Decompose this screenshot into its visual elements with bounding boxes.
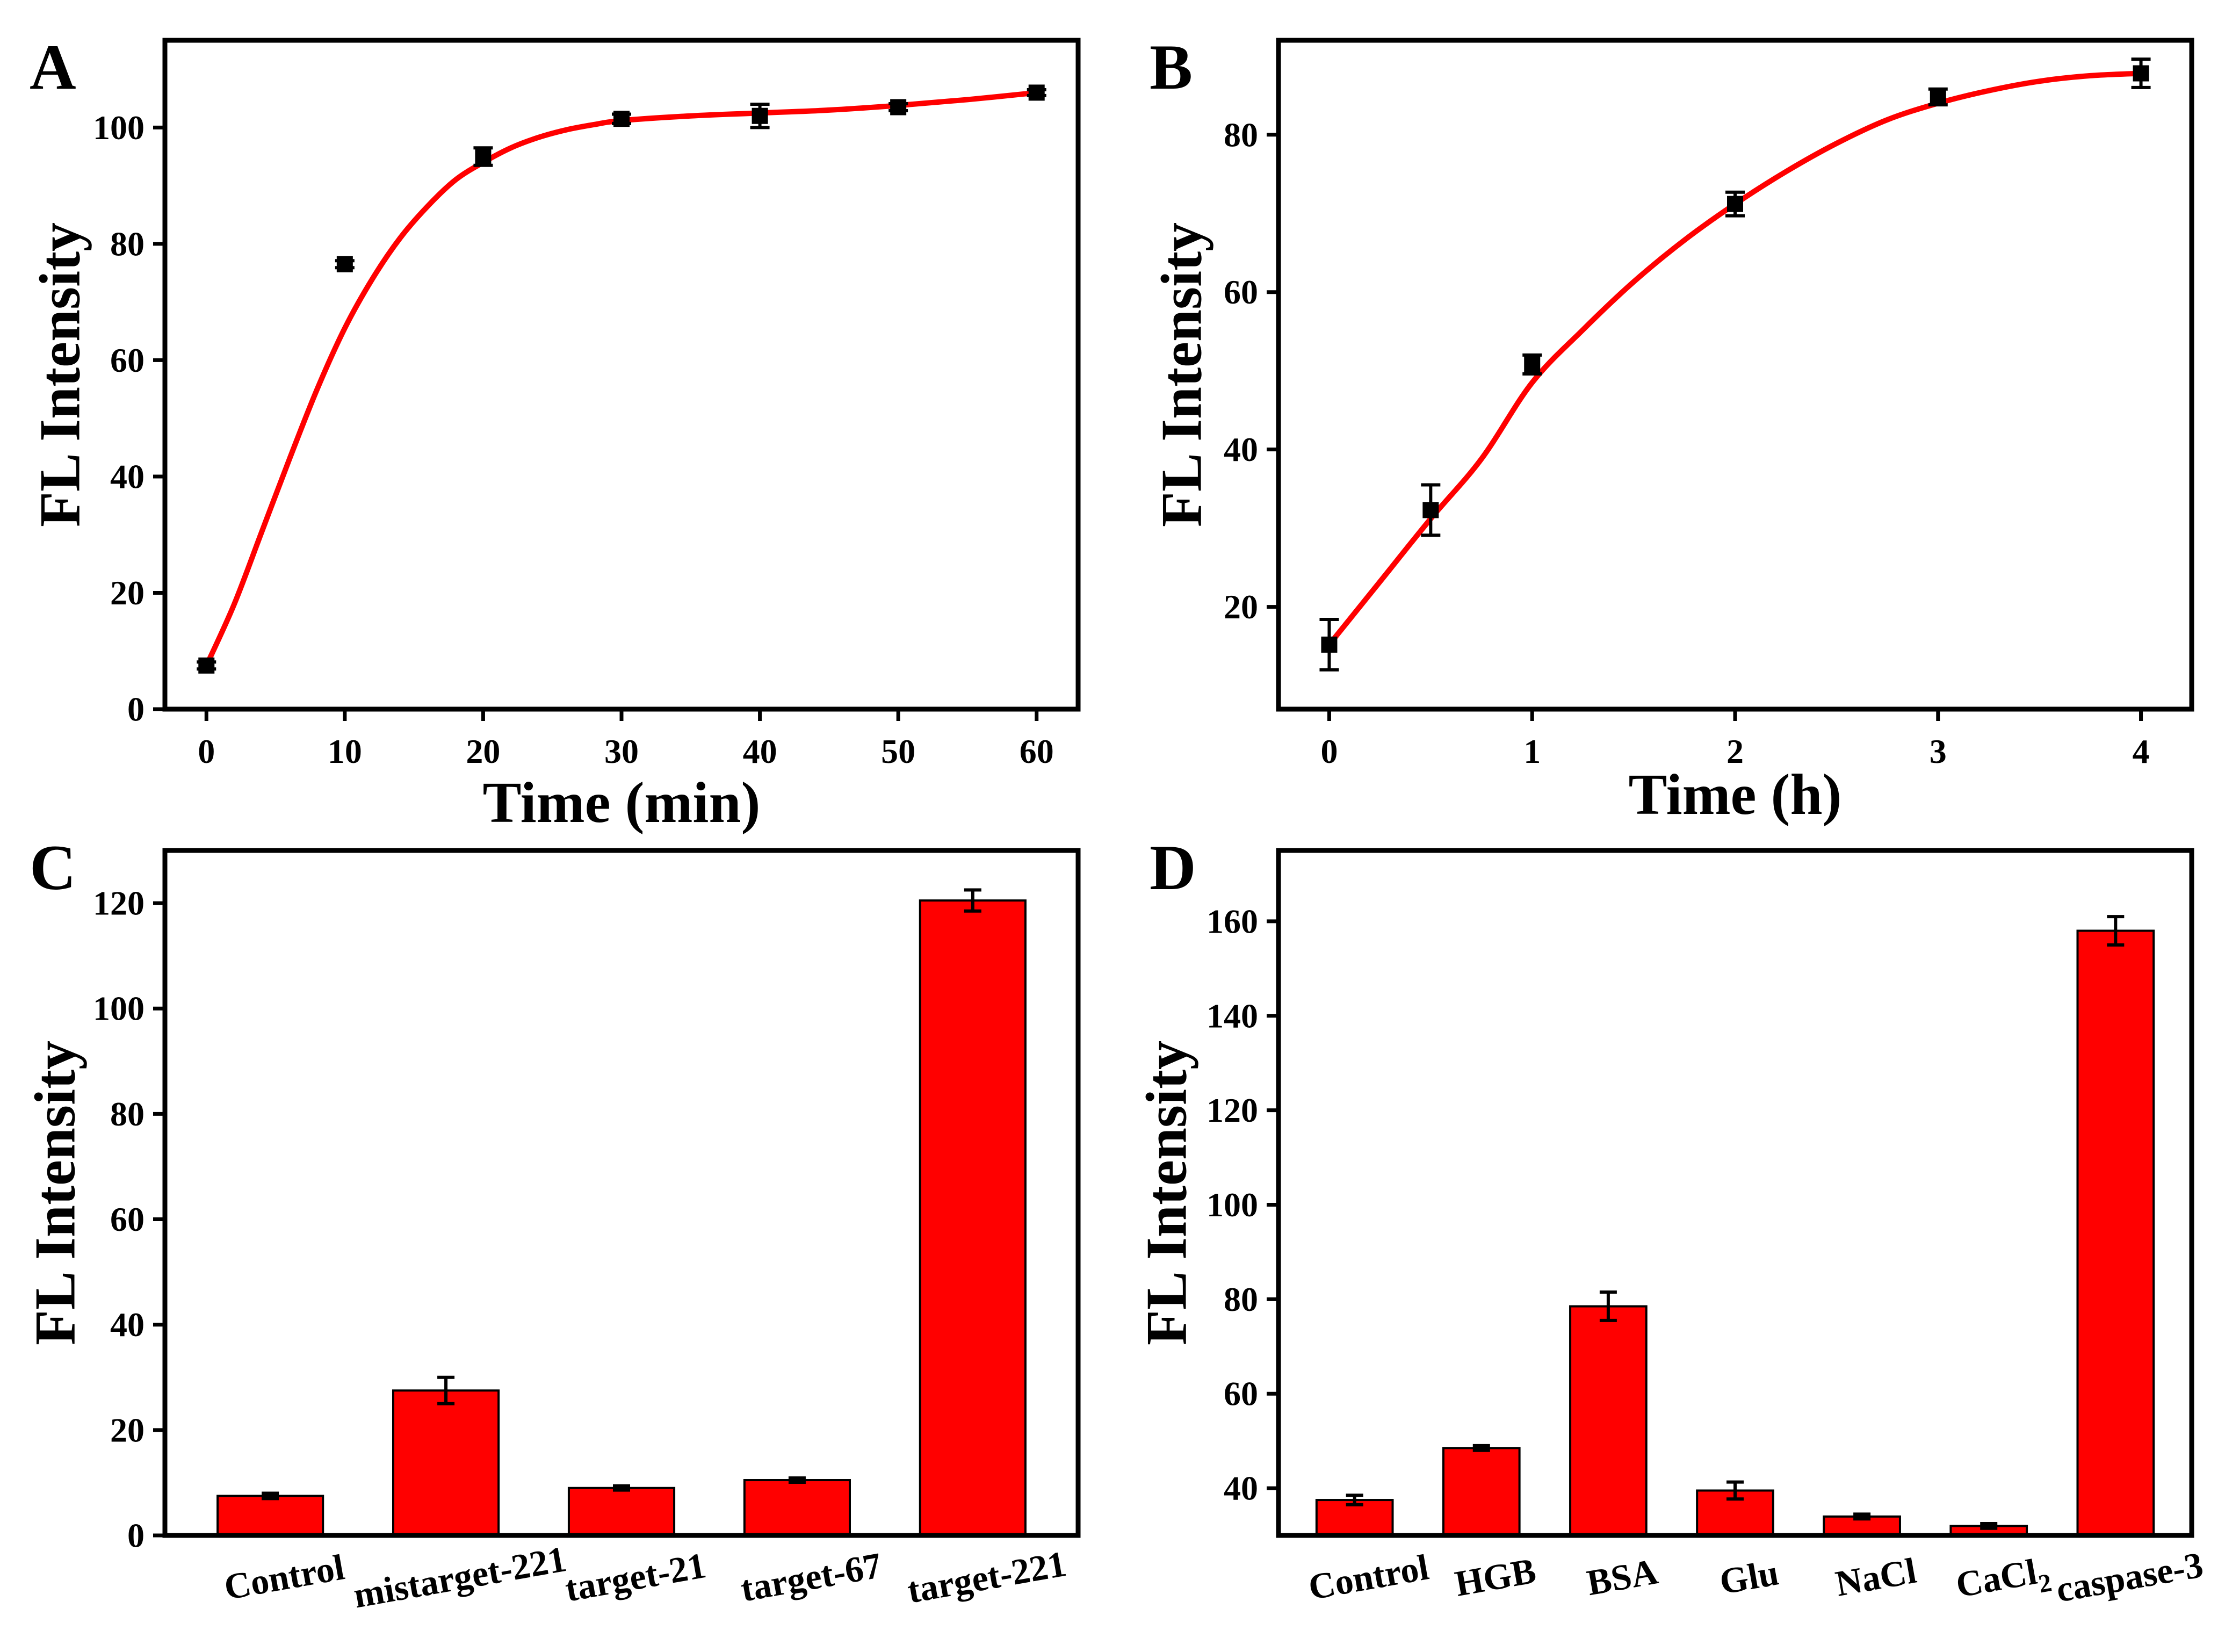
y-tick-label: 40 bbox=[110, 1305, 145, 1344]
bar bbox=[1315, 1499, 1394, 1537]
category-label: target-21 bbox=[562, 1545, 709, 1610]
category-label: caspase-3 bbox=[2053, 1544, 2206, 1610]
y-axis-label: FL Intensity bbox=[24, 1041, 88, 1345]
x-tick-label: 20 bbox=[466, 732, 500, 770]
data-point bbox=[1727, 196, 1743, 212]
data-point bbox=[198, 657, 215, 674]
data-point bbox=[1321, 636, 1338, 653]
y-tick-label: 20 bbox=[110, 574, 145, 612]
y-tick-label: 80 bbox=[1224, 1280, 1258, 1318]
x-tick-label: 3 bbox=[1930, 732, 1947, 770]
data-point bbox=[1028, 84, 1045, 101]
x-tick-label: 0 bbox=[198, 732, 215, 770]
y-tick-label: 160 bbox=[1207, 902, 1258, 940]
data-point bbox=[613, 111, 630, 127]
x-tick-label: 4 bbox=[2133, 732, 2150, 770]
fit-curve bbox=[204, 90, 1037, 667]
x-tick-label: 40 bbox=[743, 732, 777, 770]
bar bbox=[392, 1389, 500, 1537]
y-tick-label: 40 bbox=[1224, 1469, 1258, 1507]
plot-frame bbox=[1276, 848, 2194, 1538]
y-tick-label: 0 bbox=[127, 1517, 145, 1555]
category-label: CaCl2 bbox=[1953, 1549, 2054, 1613]
panel-b: 0 1 2 3 4 20 40 60 80 Time (h) FL Intensity B bbox=[1150, 31, 2194, 827]
bar bbox=[216, 1495, 324, 1537]
data-point bbox=[2133, 65, 2149, 82]
data-point bbox=[890, 99, 907, 116]
bar bbox=[567, 1487, 676, 1536]
y-tick-label: 40 bbox=[1224, 430, 1258, 468]
bar bbox=[2076, 929, 2155, 1536]
y-tick-label: 100 bbox=[93, 990, 145, 1028]
bar bbox=[1569, 1305, 1648, 1536]
bar bbox=[919, 899, 1027, 1536]
bar bbox=[743, 1479, 851, 1537]
category-label: target-221 bbox=[904, 1543, 1069, 1611]
y-tick-label: 60 bbox=[110, 1200, 145, 1238]
panel-letter: D bbox=[1150, 832, 1196, 903]
data-point bbox=[1930, 89, 1946, 105]
plot-frame bbox=[1276, 38, 2194, 712]
panel-letter: A bbox=[30, 31, 76, 103]
data-point bbox=[475, 148, 492, 165]
x-tick-label: 30 bbox=[604, 732, 639, 770]
y-tick-label: 60 bbox=[1224, 1375, 1258, 1413]
panel-letter: C bbox=[30, 832, 76, 903]
bar bbox=[1442, 1447, 1521, 1537]
x-tick-label: 2 bbox=[1726, 732, 1744, 770]
y-tick-label: 0 bbox=[127, 690, 145, 728]
category-label: HGB bbox=[1452, 1550, 1539, 1604]
x-tick-label: 50 bbox=[881, 732, 915, 770]
category-label: mistarget-221 bbox=[350, 1538, 569, 1615]
panel-letter: B bbox=[1150, 31, 1193, 103]
y-axis-label: FL Intensity bbox=[28, 222, 92, 527]
y-tick-label: 20 bbox=[1224, 588, 1258, 626]
data-point bbox=[336, 256, 353, 272]
category-label: Glu bbox=[1716, 1552, 1781, 1602]
y-tick-label: 140 bbox=[1207, 997, 1258, 1035]
plot-frame bbox=[162, 38, 1081, 712]
y-tick-label: 80 bbox=[1224, 116, 1258, 154]
panel-a: 0 10 20 30 40 50 60 0 20 40 60 80 100 Time (min) FL In… bbox=[28, 31, 1081, 835]
y-tick-label: 100 bbox=[1207, 1186, 1258, 1224]
x-tick-label: 1 bbox=[1523, 732, 1541, 770]
y-tick-label: 120 bbox=[93, 884, 145, 922]
y-axis-label: FL Intensity bbox=[1150, 222, 1214, 527]
category-label: BSA bbox=[1584, 1550, 1660, 1603]
category-label: target-67 bbox=[738, 1545, 884, 1610]
x-tick-label: 60 bbox=[1020, 732, 1054, 770]
y-tick-label: 20 bbox=[110, 1411, 145, 1449]
x-tick-label: 0 bbox=[1320, 732, 1338, 770]
data-point bbox=[752, 107, 768, 124]
category-label: NaCl bbox=[1832, 1550, 1919, 1604]
x-axis-label: Time (min) bbox=[483, 771, 761, 835]
plot-frame bbox=[162, 848, 1081, 1538]
category-label-subscript: 2 bbox=[2036, 1568, 2054, 1598]
y-tick-label: 40 bbox=[110, 457, 145, 495]
x-tick-label: 10 bbox=[328, 732, 362, 770]
y-tick-label: 100 bbox=[93, 109, 145, 147]
category-label: Control bbox=[1305, 1546, 1432, 1607]
y-tick-label: 80 bbox=[110, 225, 145, 263]
category-label: Control bbox=[221, 1546, 348, 1607]
y-axis-label: FL Intensity bbox=[1135, 1041, 1199, 1345]
x-axis-label: Time (h) bbox=[1629, 763, 1842, 827]
y-tick-label: 120 bbox=[1207, 1091, 1258, 1129]
data-point bbox=[1524, 356, 1541, 373]
y-tick-label: 60 bbox=[110, 341, 145, 379]
fit-curve bbox=[1327, 70, 2141, 647]
data-point bbox=[1422, 502, 1439, 518]
y-tick-label: 80 bbox=[110, 1095, 145, 1133]
y-tick-label: 60 bbox=[1224, 273, 1258, 311]
